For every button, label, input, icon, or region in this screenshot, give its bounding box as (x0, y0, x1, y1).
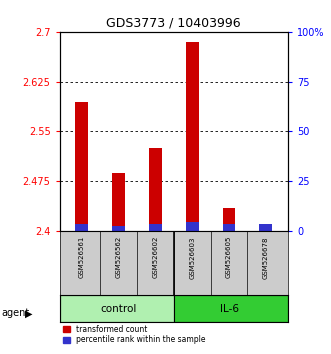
Text: GSM526603: GSM526603 (189, 236, 195, 279)
Bar (174, 295, 288, 322)
Text: GSM526562: GSM526562 (116, 236, 121, 278)
Bar (186, 42, 199, 231)
Bar (149, 224, 162, 231)
Legend: transformed count, percentile rank within the sample: transformed count, percentile rank withi… (64, 325, 205, 344)
Title: GDS3773 / 10403996: GDS3773 / 10403996 (107, 16, 241, 29)
Bar (186, 222, 199, 231)
Bar (112, 173, 125, 231)
Bar (260, 224, 272, 231)
Bar (60, 295, 174, 322)
Bar (222, 224, 235, 231)
Bar (112, 226, 125, 231)
Text: GSM526602: GSM526602 (152, 236, 158, 279)
Text: control: control (100, 303, 137, 314)
Bar (75, 224, 88, 231)
Text: GSM526678: GSM526678 (263, 236, 269, 279)
Text: agent: agent (2, 308, 30, 318)
Bar (149, 148, 162, 231)
Bar (260, 224, 272, 231)
Text: GSM526561: GSM526561 (79, 236, 85, 279)
Bar (222, 208, 235, 231)
Bar (75, 102, 88, 231)
Text: ▶: ▶ (25, 308, 32, 318)
Text: IL-6: IL-6 (219, 303, 239, 314)
Text: GSM526605: GSM526605 (226, 236, 232, 279)
